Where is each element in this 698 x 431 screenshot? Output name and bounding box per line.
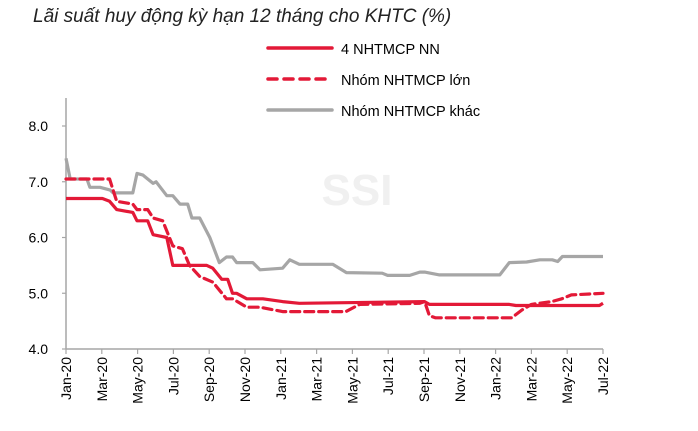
series-line-0 xyxy=(66,196,604,308)
series-line-1 xyxy=(64,177,605,320)
y-tick-label: 8.0 xyxy=(29,118,49,134)
x-tick-label: May-22 xyxy=(559,357,575,404)
x-tick-label: Mar-21 xyxy=(309,357,325,402)
x-tick-label: Jul-20 xyxy=(165,357,181,395)
series-line-2 xyxy=(64,157,603,277)
x-tick-label: Mar-20 xyxy=(94,357,110,402)
legend-label-1: Nhóm NHTMCP lớn xyxy=(341,73,470,89)
y-tick-label: 6.0 xyxy=(29,230,49,246)
x-tick-label: Jan-22 xyxy=(488,357,504,400)
legend-label-0: 4 NHTMCP NN xyxy=(341,42,440,58)
y-tick-label: 4.0 xyxy=(29,341,49,357)
x-tick-label: Jan-20 xyxy=(58,357,74,400)
x-tick-label: Sep-21 xyxy=(416,357,432,402)
x-tick-label: May-21 xyxy=(344,357,360,404)
x-tick-label: Jul-21 xyxy=(380,357,396,395)
chart-title: Lãi suất huy động kỳ hạn 12 tháng cho KH… xyxy=(33,6,452,27)
legend-label-2: Nhóm NHTMCP khác xyxy=(341,104,480,120)
x-tick-label: Jul-22 xyxy=(595,357,611,395)
x-tick-label: Nov-20 xyxy=(237,357,253,402)
y-tick-label: 7.0 xyxy=(29,174,49,190)
x-tick-label: May-20 xyxy=(130,357,146,404)
x-tick-label: Jan-21 xyxy=(273,357,289,400)
x-tick-label: Nov-21 xyxy=(452,357,468,402)
x-tick-label: Mar-22 xyxy=(523,357,539,402)
watermark: SSI xyxy=(322,166,393,215)
y-tick-label: 5.0 xyxy=(29,285,49,301)
x-tick-label: Sep-20 xyxy=(201,357,217,402)
